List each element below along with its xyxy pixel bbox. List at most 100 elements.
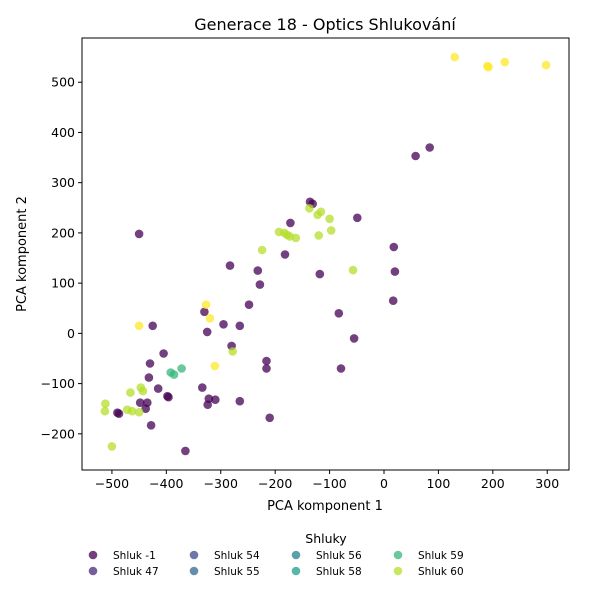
data-point	[425, 143, 435, 152]
data-point	[200, 307, 209, 317]
legend-label: Shluk 59	[418, 550, 464, 562]
x-tick-label: 0	[380, 476, 388, 491]
data-point	[169, 370, 179, 379]
points-layer	[100, 52, 551, 456]
data-point	[235, 321, 245, 331]
y-tick-label: 100	[51, 276, 75, 291]
y-tick-label: 500	[51, 75, 75, 90]
x-tick-label: 200	[481, 476, 505, 491]
legend-marker	[189, 550, 199, 560]
legend-marker	[88, 550, 98, 560]
data-point	[262, 364, 271, 373]
data-point	[388, 296, 398, 306]
data-point	[349, 334, 359, 343]
legend-label: Shluk 56	[316, 550, 362, 562]
data-point	[141, 404, 150, 414]
data-point	[500, 57, 510, 67]
data-point	[316, 207, 326, 217]
data-point	[202, 327, 212, 337]
x-tick-label: −200	[258, 476, 292, 491]
legend-marker	[291, 566, 301, 576]
data-point	[177, 364, 186, 373]
data-point	[280, 250, 290, 259]
y-axis-ticks: −200 −100 0 100 200 300 400 500	[41, 75, 82, 441]
legend-items: Shluk -1 Shluk 47 Shluk 54 Shluk 55 Shluk 56…	[88, 550, 464, 578]
data-point	[314, 231, 324, 240]
legend-label: Shluk 47	[113, 566, 159, 578]
data-point	[411, 151, 420, 161]
data-point	[334, 309, 344, 318]
data-point	[325, 214, 334, 224]
data-point	[134, 321, 144, 331]
data-point	[219, 320, 228, 329]
data-point	[101, 399, 110, 409]
legend-label: Shluk -1	[113, 550, 156, 562]
data-point	[211, 395, 220, 405]
legend-marker	[393, 566, 403, 576]
legend-marker	[189, 566, 199, 576]
x-tick-label: −500	[95, 476, 129, 491]
data-point	[126, 388, 135, 397]
data-point	[262, 356, 271, 366]
data-point	[484, 62, 493, 72]
data-point	[145, 359, 155, 368]
data-point	[225, 261, 235, 270]
data-point	[255, 280, 265, 289]
data-point	[159, 349, 168, 358]
y-tick-label: 0	[67, 326, 75, 341]
plot-frame	[81, 37, 570, 471]
chart-title: Generace 18 - Optics Shlukování	[194, 15, 456, 34]
data-point	[181, 446, 190, 456]
legend-marker	[88, 566, 98, 576]
legend-label: Shluk 60	[418, 566, 464, 578]
data-point	[286, 218, 295, 228]
y-axis-label: PCA komponent 2	[15, 196, 30, 312]
y-tick-label: −100	[41, 376, 75, 391]
data-point	[390, 267, 400, 276]
data-point	[203, 400, 212, 410]
y-tick-label: 200	[51, 225, 75, 240]
x-tick-label: −100	[312, 476, 346, 491]
x-tick-label: −300	[204, 476, 238, 491]
data-point	[198, 383, 207, 392]
x-axis-label: PCA komponent 1	[267, 499, 383, 514]
data-point	[315, 269, 325, 279]
x-tick-label: −400	[149, 476, 183, 491]
legend-marker	[291, 550, 301, 560]
y-tick-label: 400	[51, 125, 75, 140]
data-point	[265, 413, 275, 423]
data-point	[205, 314, 215, 323]
legend-label: Shluk 55	[214, 566, 260, 578]
data-point	[201, 300, 211, 310]
data-point	[146, 421, 156, 430]
data-point	[353, 213, 362, 223]
data-point	[127, 406, 137, 416]
data-point	[114, 409, 124, 419]
data-point	[148, 321, 157, 331]
y-tick-label: −200	[41, 426, 75, 441]
legend-label: Shluk 54	[214, 550, 260, 562]
data-point	[153, 384, 163, 393]
y-tick-label: 300	[51, 175, 75, 190]
data-point	[244, 300, 254, 310]
data-point	[164, 392, 173, 402]
legend-marker	[393, 550, 403, 560]
data-point	[253, 266, 263, 275]
x-tick-label: 300	[535, 476, 559, 491]
data-point	[138, 386, 148, 396]
data-point	[348, 265, 358, 275]
data-point	[326, 226, 336, 235]
data-point	[257, 245, 267, 255]
data-point	[235, 396, 245, 406]
data-point	[107, 442, 117, 451]
data-point	[305, 204, 314, 213]
data-point	[134, 229, 144, 239]
legend-title: Shluky	[305, 531, 347, 546]
x-axis-ticks: −500 −400 −300 −200 −100 0 100 200 300	[95, 470, 559, 491]
data-point	[135, 398, 145, 408]
data-point	[210, 361, 220, 371]
legend-label: Shluk 58	[316, 566, 362, 578]
data-point	[336, 364, 346, 373]
